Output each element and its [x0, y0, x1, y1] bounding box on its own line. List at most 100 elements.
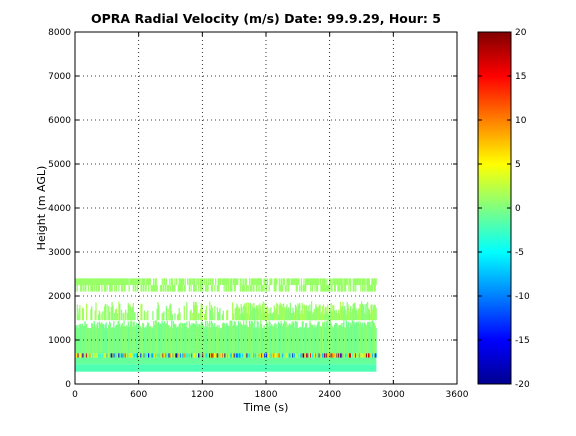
velocity-cell — [219, 278, 221, 285]
velocity-cell — [254, 320, 256, 354]
velocity-cell — [280, 321, 282, 354]
velocity-cell — [318, 321, 320, 354]
velocity-cell — [155, 278, 157, 285]
velocity-cell — [213, 324, 215, 354]
velocity-cell — [218, 311, 220, 321]
velocity-cell — [192, 301, 195, 321]
velocity-cell — [260, 353, 262, 358]
velocity-cell — [323, 285, 325, 292]
velocity-cell — [320, 285, 322, 292]
velocity-cell — [254, 353, 256, 358]
velocity-cell — [108, 306, 110, 321]
velocity-cell — [179, 285, 181, 292]
velocity-cell — [79, 353, 81, 358]
velocity-cell — [345, 353, 348, 358]
velocity-cell — [143, 310, 146, 321]
velocity-cell — [219, 353, 221, 358]
velocity-cell — [95, 353, 97, 358]
velocity-cell — [192, 324, 194, 354]
velocity-cell — [235, 353, 237, 358]
velocity-cell — [251, 304, 253, 321]
velocity-cell — [356, 353, 359, 358]
velocity-cell — [282, 285, 284, 292]
velocity-cell — [242, 324, 244, 354]
velocity-cell — [361, 353, 364, 358]
velocity-cell — [247, 353, 249, 358]
velocity-cell — [186, 302, 188, 321]
velocity-cell — [310, 353, 313, 358]
velocity-cell — [218, 278, 220, 285]
velocity-cell — [300, 353, 303, 358]
velocity-cell — [186, 353, 188, 358]
velocity-cell — [276, 278, 278, 285]
velocity-cell — [369, 321, 371, 354]
velocity-cell — [192, 312, 194, 321]
velocity-cell — [112, 278, 114, 285]
velocity-cell — [136, 353, 138, 358]
velocity-cell — [249, 353, 252, 358]
velocity-cell — [235, 307, 237, 321]
velocity-cell — [98, 285, 101, 292]
velocity-cell — [147, 310, 149, 321]
velocity-cell — [177, 353, 179, 358]
velocity-cell — [295, 321, 297, 354]
velocity-cell — [173, 285, 175, 292]
velocity-cell — [367, 353, 370, 358]
velocity-cell — [89, 278, 91, 285]
velocity-cell — [297, 328, 299, 354]
velocity-cell — [263, 312, 265, 321]
velocity-cell — [316, 353, 319, 358]
velocity-cell — [135, 324, 137, 354]
velocity-cell — [368, 278, 370, 285]
velocity-cell — [254, 353, 257, 358]
velocity-cell — [144, 285, 146, 292]
velocity-cell — [268, 320, 270, 354]
velocity-cell — [237, 326, 239, 354]
velocity-cell — [131, 306, 134, 321]
velocity-cell — [181, 278, 183, 285]
velocity-cell — [179, 323, 181, 354]
velocity-cell — [361, 285, 364, 292]
velocity-cell — [120, 278, 123, 285]
velocity-cell — [283, 307, 286, 321]
velocity-cell — [94, 310, 96, 321]
velocity-cell — [95, 285, 97, 292]
velocity-cell — [104, 303, 106, 321]
velocity-cell — [102, 311, 104, 321]
velocity-cell — [116, 353, 118, 358]
velocity-cell — [338, 353, 340, 358]
velocity-cell — [251, 278, 253, 285]
velocity-cell — [77, 328, 79, 354]
velocity-cell — [309, 304, 311, 321]
velocity-cell — [152, 311, 154, 321]
velocity-cell — [183, 323, 185, 354]
velocity-cell — [91, 322, 93, 354]
velocity-cell — [113, 353, 115, 358]
velocity-cell — [115, 324, 117, 354]
velocity-cell — [164, 278, 166, 285]
velocity-cell — [131, 326, 134, 354]
velocity-cell — [349, 278, 351, 285]
velocity-cell — [123, 278, 125, 285]
velocity-cell — [316, 285, 319, 292]
velocity-cell — [346, 302, 348, 321]
velocity-cell — [278, 353, 280, 358]
velocity-cell — [293, 311, 295, 321]
velocity-cell — [170, 285, 172, 292]
velocity-cell — [174, 278, 176, 285]
velocity-cell — [204, 309, 207, 321]
velocity-cell — [110, 353, 112, 358]
velocity-cell — [281, 323, 283, 354]
velocity-cell — [107, 327, 109, 354]
velocity-cell — [153, 353, 155, 358]
velocity-cell — [297, 353, 299, 358]
velocity-cell — [207, 285, 209, 292]
velocity-cell — [226, 353, 229, 358]
velocity-cell — [103, 306, 106, 321]
velocity-cell — [327, 285, 330, 292]
velocity-cell — [322, 353, 325, 358]
velocity-cell — [205, 285, 207, 292]
velocity-cell — [372, 353, 375, 358]
velocity-cell — [127, 278, 129, 285]
velocity-cell — [375, 327, 377, 354]
